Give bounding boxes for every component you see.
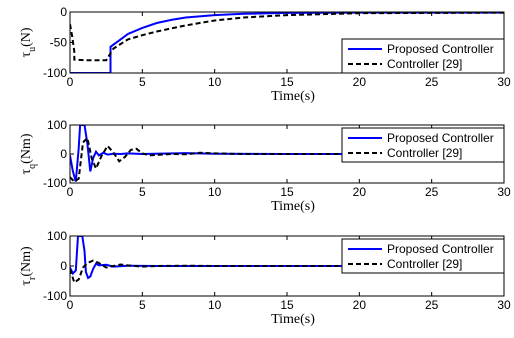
subplot-1: 0 5 10 15 20 25 30 -100 -50 0 Time(s) τu(N) Proposed…	[19, 5, 511, 104]
x-tick-label: 10	[208, 75, 222, 89]
x-tick-label: 25	[425, 298, 439, 312]
x-tick-label: 30	[497, 298, 511, 312]
legend-label-controller-29: Controller [29]	[387, 57, 462, 71]
x-tick-label: 15	[280, 298, 294, 312]
y-axis-label-symbol: τ	[19, 280, 34, 286]
series-line-proposed	[70, 12, 504, 73]
y-axis-label-subscript: u	[27, 47, 38, 52]
legend-label-controller-29: Controller [29]	[387, 257, 462, 271]
y-tick-label: 0	[60, 259, 67, 273]
y-axis-label-unit: (Nm)	[19, 133, 34, 164]
legend-label-proposed: Proposed Controller	[387, 242, 494, 256]
x-tick-label: 5	[139, 298, 146, 312]
y-axis-label-subscript: r	[27, 276, 38, 280]
y-axis-label: τu(N)	[19, 27, 38, 57]
legend-label-controller-29: Controller [29]	[387, 146, 462, 160]
x-tick-label: 20	[353, 185, 367, 199]
y-tick-label: -100	[43, 176, 67, 190]
x-tick-label: 0	[67, 298, 74, 312]
y-tick-label: 0	[60, 147, 67, 161]
y-axis-label: τq(Nm)	[19, 133, 38, 174]
x-tick-label: 20	[353, 298, 367, 312]
x-tick-label: 5	[139, 185, 146, 199]
x-axis-label: Time(s)	[271, 199, 315, 214]
legend-box	[341, 238, 505, 274]
x-tick-label: 25	[425, 185, 439, 199]
y-axis-label-symbol: τ	[19, 168, 34, 174]
x-axis-label: Time(s)	[271, 312, 315, 327]
y-axis-label-unit: (N)	[19, 27, 34, 47]
y-axis-label: τr(Nm)	[19, 246, 38, 286]
y-tick-label: 100	[47, 118, 67, 132]
x-tick-label: 30	[497, 185, 511, 199]
legend-box	[341, 38, 505, 74]
y-axis-label-symbol: τ	[19, 52, 34, 58]
series-line-proposed	[70, 125, 504, 182]
x-axis-label: Time(s)	[271, 89, 315, 104]
legend-box	[341, 127, 505, 163]
x-tick-label: 25	[425, 75, 439, 89]
x-tick-label: 5	[139, 75, 146, 89]
series-line-controller-29	[70, 259, 504, 285]
x-tick-label: 10	[208, 185, 222, 199]
y-tick-label: -100	[43, 289, 67, 303]
series-line-controller-29	[70, 136, 504, 183]
y-tick-label: 100	[47, 229, 67, 243]
x-tick-label: 15	[280, 75, 294, 89]
x-tick-label: 15	[280, 185, 294, 199]
x-tick-label: 30	[497, 75, 511, 89]
legend-label-proposed: Proposed Controller	[387, 131, 494, 145]
y-tick-label: -100	[43, 66, 67, 80]
y-axis-label-subscript: q	[27, 164, 38, 169]
y-tick-label: -50	[50, 36, 68, 50]
x-tick-label: 10	[208, 298, 222, 312]
x-tick-label: 20	[353, 75, 367, 89]
legend-label-proposed: Proposed Controller	[387, 42, 494, 56]
x-tick-label: 0	[67, 75, 74, 89]
y-axis-label-unit: (Nm)	[19, 246, 34, 277]
x-tick-label: 0	[67, 185, 74, 199]
y-tick-label: 0	[60, 5, 67, 19]
series-line-controller-29	[70, 12, 504, 62]
